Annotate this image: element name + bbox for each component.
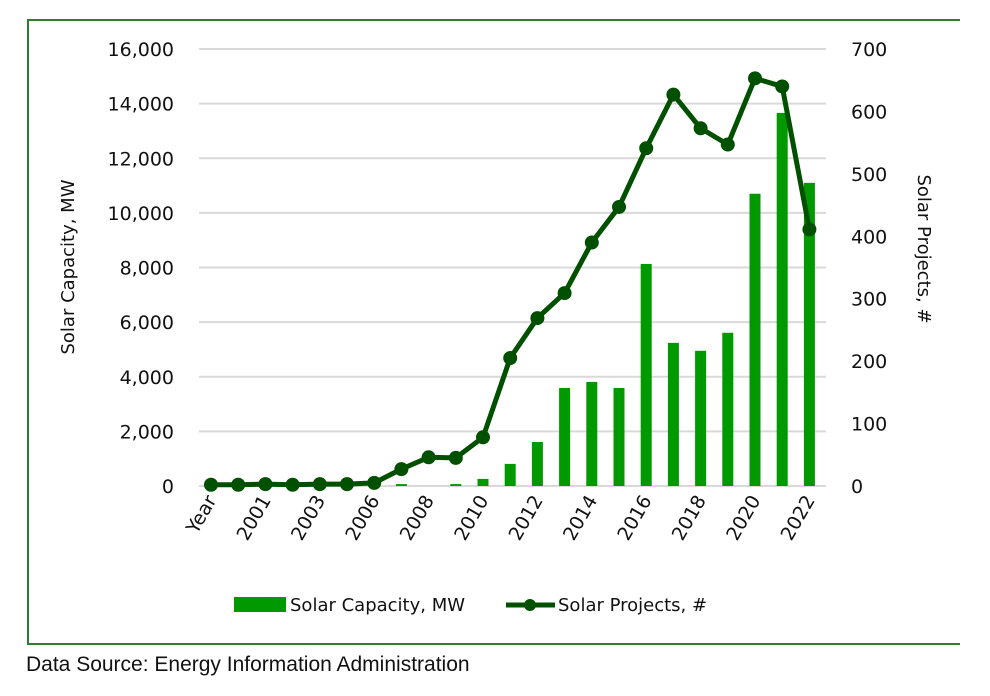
bar-2015 (613, 387, 625, 486)
bar-2018 (695, 350, 707, 486)
right-axis-title: Solar Projects, # (913, 174, 934, 323)
x-tick-label: 2012 (504, 492, 547, 545)
point-2019 (720, 137, 735, 152)
y2-tick-label: 500 (851, 164, 887, 186)
point-2008 (421, 450, 436, 465)
point-2018 (693, 121, 708, 136)
bar-2014 (586, 381, 598, 486)
point-Year (204, 477, 218, 492)
y-tick-label: 10,000 (108, 203, 174, 225)
point-2011 (503, 351, 518, 366)
legend-label-capacity: Solar Capacity, MW (290, 595, 465, 616)
point-2017 (666, 87, 681, 102)
projects-line (204, 71, 817, 492)
capacity-bars (395, 112, 815, 487)
bar-2011 (504, 463, 516, 486)
point-2006 (367, 475, 382, 490)
point-2016 (639, 141, 654, 156)
bar-2016 (640, 263, 652, 486)
bar-2022 (803, 182, 815, 487)
point-2020 (748, 71, 762, 86)
y-tick-label: 14,000 (108, 94, 174, 116)
bar-2017 (667, 342, 679, 486)
bar-2007 (395, 484, 407, 486)
bar-2013 (559, 387, 571, 486)
point-2002 (285, 477, 300, 492)
x-tick-label: 2001 (232, 492, 275, 545)
x-tick-label: 2018 (668, 492, 711, 545)
y-tick-label: 2,000 (120, 421, 174, 443)
x-tick-label: 2003 (287, 492, 330, 545)
point-2010 (476, 430, 490, 445)
y2-tick-label: 400 (851, 226, 887, 248)
point-2015 (612, 199, 626, 214)
point-2009 (448, 450, 463, 465)
point-2012 (530, 311, 545, 326)
y2-tick-label: 300 (851, 289, 887, 311)
x-tick-label: 2010 (450, 492, 493, 545)
bar-2010 (477, 478, 489, 486)
y-tick-label: 12,000 (108, 148, 174, 170)
x-tick-label: 2020 (722, 492, 765, 545)
y2-tick-label: 200 (851, 351, 887, 373)
x-tick-label: 2008 (396, 492, 439, 545)
y-tick-label: 0 (162, 476, 174, 498)
legend-label-projects: Solar Projects, # (558, 595, 707, 616)
legend-marker-projects (524, 599, 536, 611)
chart-frame (27, 19, 960, 645)
legend-swatch-capacity (234, 597, 286, 612)
x-tick-label: Year (182, 491, 222, 538)
projects-line-path (211, 75, 812, 488)
x-tick-label: 2014 (559, 492, 602, 545)
y-tick-label: 8,000 (120, 258, 174, 280)
bar-2009 (450, 484, 462, 486)
y-tick-label: 16,000 (108, 39, 174, 61)
x-tick-label: 2022 (776, 492, 819, 545)
point-2001 (258, 477, 273, 492)
left-axis-ticks: 0 2,000 4,000 6,000 8,000 10,000 12,000 14,000 1… (108, 39, 174, 498)
left-axis-title: Solar Capacity, MW (58, 179, 79, 354)
bar-2019 (722, 332, 734, 486)
x-tick-label: 2016 (613, 492, 656, 545)
point-2021 (775, 79, 790, 94)
y2-tick-label: 600 (851, 101, 887, 123)
y-tick-label: 4,000 (120, 367, 174, 389)
y2-tick-label: 700 (851, 39, 887, 61)
data-source-note: Data Source: Energy Information Administ… (26, 653, 470, 676)
bar-2021 (776, 112, 788, 486)
bar-2020 (749, 193, 761, 486)
point-2005 (340, 477, 354, 492)
legend: Solar Capacity, MW Solar Projects, # (234, 595, 707, 616)
y-tick-label: 6,000 (120, 312, 174, 334)
x-axis-ticks: Year 2001 2003 2006 2008 2010 2012 2014 2016 2018… (182, 491, 820, 544)
point-2014 (584, 235, 599, 250)
point-2007 (394, 462, 409, 477)
x-tick-label: 2006 (341, 492, 384, 545)
point-2003 (312, 477, 327, 492)
y2-tick-label: 100 (851, 414, 887, 436)
point-2000 (231, 477, 246, 492)
y2-tick-label: 0 (851, 476, 863, 498)
bar-2012 (531, 442, 543, 486)
right-axis-ticks: 0 100 200 300 400 500 600 700 (851, 39, 887, 498)
point-2022 (802, 222, 817, 237)
point-2013 (557, 286, 572, 301)
